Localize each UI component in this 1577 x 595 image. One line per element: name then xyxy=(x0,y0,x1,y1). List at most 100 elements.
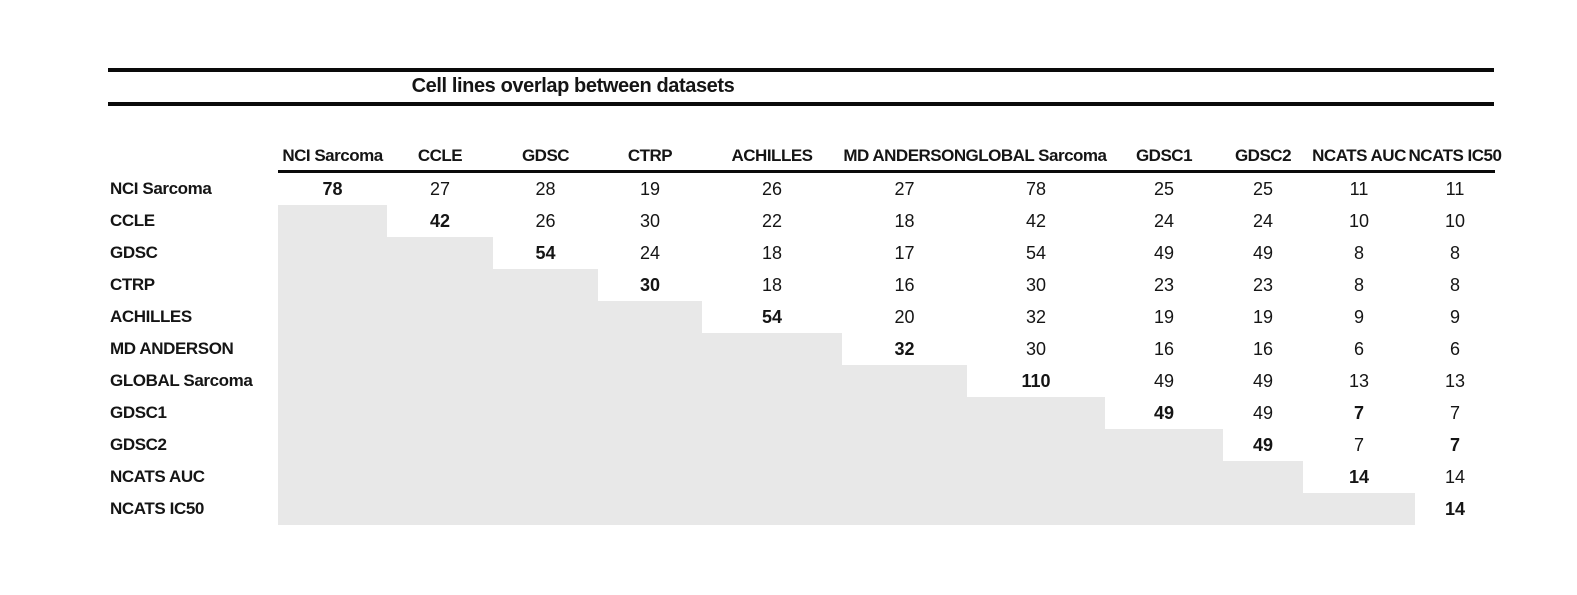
matrix-cell: 49 xyxy=(1153,370,1175,391)
matrix-cell: 24 xyxy=(1153,210,1175,231)
row-label-gdsc: GDSC xyxy=(110,243,158,262)
matrix-cell-shaded xyxy=(278,397,387,429)
column-header-gdsc2: GDSC2 xyxy=(1223,141,1303,173)
matrix-cell: 10 xyxy=(1348,210,1370,231)
matrix-cell: 30 xyxy=(1025,338,1047,359)
matrix-cell: 13 xyxy=(1348,370,1370,391)
row-label-gdsc2: GDSC2 xyxy=(110,435,167,454)
matrix-cell: 8 xyxy=(1449,274,1460,295)
matrix-cell: 32 xyxy=(1025,306,1047,327)
matrix-cell-shaded xyxy=(493,365,598,397)
matrix-cell: 54 xyxy=(761,306,783,327)
matrix-cell: 20 xyxy=(894,306,915,327)
column-header-gdsc1: GDSC1 xyxy=(1105,141,1223,173)
row-label-nci-sarcoma: NCI Sarcoma xyxy=(110,179,212,198)
column-header-global-sarcoma: GLOBAL Sarcoma xyxy=(966,141,1107,173)
matrix-cell: 23 xyxy=(1153,274,1175,295)
matrix-cell: 13 xyxy=(1444,370,1466,391)
matrix-cell: 16 xyxy=(894,274,915,295)
matrix-cell-shaded xyxy=(1303,493,1415,525)
matrix-cell-shaded xyxy=(598,301,702,333)
matrix-cell-shaded xyxy=(842,365,967,397)
title-rule-top xyxy=(108,68,1494,72)
matrix-cell: 54 xyxy=(535,242,556,263)
matrix-cell-shaded xyxy=(493,333,598,365)
matrix-cell: 14 xyxy=(1444,498,1466,519)
matrix-cell-shaded xyxy=(842,397,967,429)
matrix-cell: 30 xyxy=(639,210,661,231)
matrix-cell-shaded xyxy=(967,429,1105,461)
matrix-cell: 8 xyxy=(1353,242,1364,263)
matrix-cell-shaded xyxy=(278,333,387,365)
matrix-cell: 110 xyxy=(1021,370,1051,391)
matrix-cell: 18 xyxy=(761,274,783,295)
column-header-ncats-auc: NCATS AUC xyxy=(1303,141,1415,173)
matrix-cell-shaded xyxy=(598,493,702,525)
matrix-cell: 18 xyxy=(761,242,783,263)
matrix-cell: 49 xyxy=(1252,402,1274,423)
matrix-cell: 49 xyxy=(1252,434,1274,455)
matrix-cell-shaded xyxy=(493,397,598,429)
matrix-cell-shaded xyxy=(493,301,598,333)
matrix-cell: 32 xyxy=(894,338,915,359)
row-label-ctrp: CTRP xyxy=(110,275,155,294)
column-header-md-anderson: MD ANDERSON xyxy=(842,141,967,173)
matrix-cell: 18 xyxy=(894,210,915,231)
column-header-achilles: ACHILLES xyxy=(702,141,842,173)
matrix-cell-shaded xyxy=(493,429,598,461)
matrix-cell: 14 xyxy=(1444,466,1466,487)
matrix-cell: 19 xyxy=(1252,306,1274,327)
row-label-global-sarcoma: GLOBAL Sarcoma xyxy=(110,371,253,390)
row-label-ccle: CCLE xyxy=(110,211,155,230)
matrix-cell: 22 xyxy=(761,210,783,231)
matrix-cell-shaded xyxy=(493,461,598,493)
matrix-cell-shaded xyxy=(842,429,967,461)
matrix-cell-shaded xyxy=(702,461,842,493)
column-header-ccle: CCLE xyxy=(387,141,493,173)
matrix-cell: 78 xyxy=(1025,178,1047,199)
row-label-gdsc1: GDSC1 xyxy=(110,403,167,422)
matrix-cell: 7 xyxy=(1449,434,1460,455)
matrix-cell: 9 xyxy=(1449,306,1460,327)
matrix-cell: 49 xyxy=(1153,242,1175,263)
matrix-cell: 27 xyxy=(894,178,915,199)
row-label-achilles: ACHILLES xyxy=(110,307,192,326)
matrix-cell-shaded xyxy=(278,493,387,525)
matrix-cell-shaded xyxy=(278,269,387,301)
column-header-ctrp: CTRP xyxy=(598,141,702,173)
matrix-cell-shaded xyxy=(387,301,493,333)
matrix-cell: 24 xyxy=(1252,210,1274,231)
column-header-nci-sarcoma: NCI Sarcoma xyxy=(278,141,387,173)
matrix-cell-shaded xyxy=(387,397,493,429)
matrix-cell-shaded xyxy=(598,429,702,461)
matrix-cell: 30 xyxy=(1025,274,1047,295)
matrix-cell: 49 xyxy=(1252,242,1274,263)
matrix-cell: 19 xyxy=(639,178,661,199)
matrix-cell-shaded xyxy=(493,269,598,301)
matrix-cell-shaded xyxy=(278,461,387,493)
matrix-cell: 16 xyxy=(1252,338,1274,359)
matrix-cell-shaded xyxy=(702,397,842,429)
matrix-cell: 8 xyxy=(1353,274,1364,295)
matrix-cell-shaded xyxy=(278,429,387,461)
matrix-cell-shaded xyxy=(702,493,842,525)
matrix-cell: 49 xyxy=(1153,402,1175,423)
matrix-cell: 78 xyxy=(322,178,343,199)
matrix-cell-shaded xyxy=(1105,493,1223,525)
matrix-cell-shaded xyxy=(598,333,702,365)
matrix-cell-shaded xyxy=(967,461,1105,493)
matrix-cell: 10 xyxy=(1444,210,1466,231)
matrix-cell-shaded xyxy=(842,493,967,525)
matrix-cell-shaded xyxy=(1223,493,1303,525)
matrix-cell: 11 xyxy=(1349,178,1369,199)
matrix-cell-shaded xyxy=(387,365,493,397)
matrix-cell: 9 xyxy=(1353,306,1364,327)
row-label-ncats-ic50: NCATS IC50 xyxy=(110,499,204,518)
matrix-cell-shaded xyxy=(702,365,842,397)
matrix-cell: 16 xyxy=(1153,338,1175,359)
matrix-cell-shaded xyxy=(278,301,387,333)
matrix-cell-shaded xyxy=(387,429,493,461)
matrix-cell: 17 xyxy=(894,242,915,263)
matrix-cell: 11 xyxy=(1445,178,1465,199)
matrix-cell-shaded xyxy=(387,269,493,301)
